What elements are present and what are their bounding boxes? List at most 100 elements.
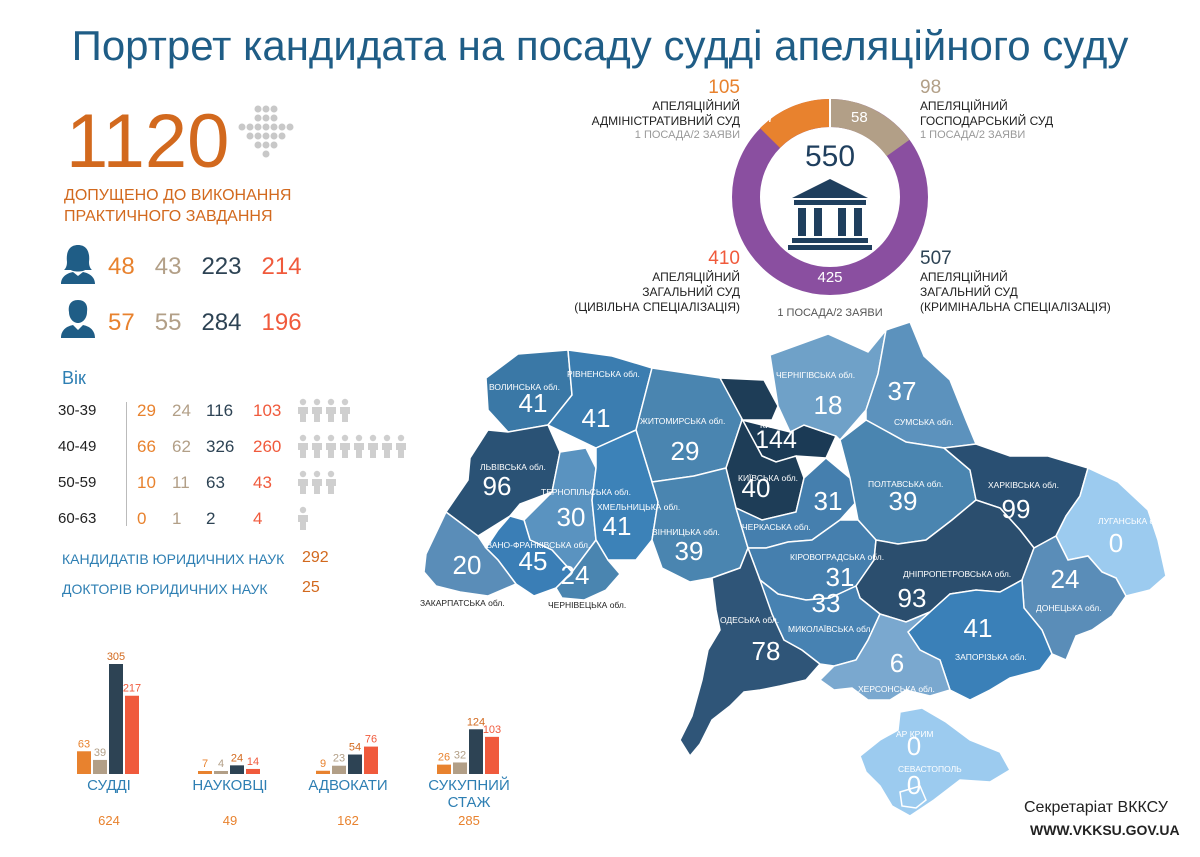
map-region-value: 40 — [742, 473, 771, 503]
bar — [230, 765, 244, 774]
court-admin-sub: 1 ПОСАДА/2 ЗАЯВИ — [634, 129, 740, 141]
age-row-value: 116 — [206, 401, 234, 420]
bar — [332, 765, 346, 774]
map-region-value: 31 — [826, 562, 855, 592]
map-region-label: ТЕРНОПІЛЬСЬКА обл. — [541, 487, 631, 497]
bar-category-label-line: СТАЖ — [447, 794, 491, 811]
map-region-label: ХЕРСОНСЬКА обл. — [858, 684, 935, 694]
age-heading: Вік — [62, 368, 86, 388]
map-region-value: 0 — [1109, 528, 1123, 558]
bar — [214, 771, 228, 774]
female-person-icon — [61, 245, 95, 284]
bar-group-total: 49 — [222, 813, 238, 828]
map-region-label: МИКОЛАЇВСЬКА обл. — [788, 624, 873, 634]
map-region — [899, 785, 927, 809]
map-region-value: 96 — [483, 471, 512, 501]
degree-candidates-value: 292 — [302, 549, 329, 566]
dot-arrow-icon — [238, 105, 294, 158]
bar-group-total: 285 — [458, 813, 480, 828]
map-region-value: 24 — [561, 560, 590, 590]
bar-value-label: 39 — [94, 747, 106, 759]
female-value-3: 223 — [201, 253, 242, 280]
map-region-value: 29 — [671, 436, 700, 466]
map-region-label: СУМСЬКА обл. — [894, 417, 954, 427]
map-region-value: 20 — [453, 550, 482, 580]
map-region-value: 78 — [752, 636, 781, 666]
admitted-number: 1120 — [66, 99, 230, 184]
court-admin-line1: АПЕЛЯЦІЙНИЙ — [652, 99, 740, 113]
court-civil-line1: АПЕЛЯЦІЙНИЙ — [652, 270, 740, 284]
age-row-value: 326 — [206, 437, 235, 456]
bar — [348, 754, 362, 774]
bar-value-label: 4 — [218, 758, 224, 770]
bar — [198, 771, 212, 774]
court-civil-line2: ЗАГАЛЬНИЙ СУД — [642, 285, 740, 299]
map-region-label: РІВНЕНСЬКА обл. — [567, 369, 640, 379]
age-row-value: 11 — [172, 473, 190, 492]
male-person-icon — [61, 300, 95, 338]
map-region-value: 33 — [812, 588, 841, 618]
court-admin-label: 105 АПЕЛЯЦІЙНИЙ АДМІНІСТРАТИВНИЙ СУД 1 П… — [570, 77, 740, 141]
bar — [109, 664, 123, 774]
bar-category-label-line: СУДДІ — [87, 777, 131, 794]
age-row-value: 63 — [206, 473, 225, 492]
bar-value-label: 305 — [107, 651, 125, 663]
age-row-value: 29 — [137, 401, 156, 420]
map-region — [859, 707, 1012, 817]
court-criminal-line2: ЗАГАЛЬНИЙ СУД — [920, 285, 1018, 299]
bar — [453, 762, 467, 774]
female-value-2: 43 — [154, 253, 182, 280]
map-region-label: ЧЕРНІГІВСЬКА обл. — [776, 370, 855, 380]
bar-category-label-line: СУКУПНИЙ — [428, 777, 510, 794]
court-civil-line3: (ЦИВІЛЬНА СПЕЦІАЛІЗАЦІЯ) — [574, 300, 740, 314]
age-row-value: 4 — [253, 509, 263, 528]
page-title: Портрет кандидата на посаду судді апеляц… — [71, 22, 1129, 69]
map-region-value: 144 — [755, 426, 797, 454]
map-region-label: ЗАКАРПАТСЬКА обл. — [420, 598, 505, 608]
bar-category-label: НАУКОВЦІ — [168, 777, 292, 794]
bar-value-label: 217 — [123, 683, 141, 695]
age-divider — [126, 402, 127, 526]
map-region-value: 99 — [1002, 494, 1031, 524]
age-row-value: 260 — [253, 437, 282, 456]
map-region-label: ЧЕРКАСЬКА обл. — [742, 522, 811, 532]
person-figures-icon — [298, 398, 350, 422]
map-region-value: 45 — [519, 546, 548, 576]
map-region — [769, 327, 888, 442]
bar — [437, 764, 451, 774]
bar-value-label: 103 — [483, 724, 501, 736]
age-row-value: 43 — [253, 473, 272, 492]
bar — [469, 729, 483, 774]
credit-website: WWW.VKKSU.GOV.UA — [1030, 822, 1180, 838]
bar-category-label-line: АДВОКАТИ — [308, 777, 388, 794]
bar-value-label: 14 — [247, 756, 259, 768]
court-commercial-total: 98 — [920, 77, 942, 98]
court-commercial-line1: АПЕЛЯЦІЙНИЙ — [920, 99, 1008, 113]
map-region-value: 39 — [889, 486, 918, 516]
map-region-value: 41 — [603, 511, 632, 541]
admitted-label-line2: ПРАКТИЧНОГО ЗАВДАННЯ — [64, 208, 273, 225]
bar-group-total: 624 — [98, 813, 120, 828]
map-region-label: ПОЛТАВСЬКА обл. — [868, 479, 943, 489]
male-value-4: 196 — [261, 309, 302, 336]
male-value-3: 284 — [201, 309, 242, 336]
map-region-value: 93 — [898, 583, 927, 613]
bar-value-label: 63 — [78, 738, 90, 750]
bar-group-total: 162 — [337, 813, 359, 828]
map-region-value: 30 — [557, 502, 586, 532]
map-region — [444, 424, 561, 537]
ring-segment-tan-value: 58 — [851, 109, 868, 126]
court-criminal-label: 507 АПЕЛЯЦІЙНИЙ ЗАГАЛЬНИЙ СУД (КРИМІНАЛЬ… — [920, 248, 1140, 315]
bar-value-label: 9 — [320, 758, 326, 770]
map-region-label: ХМЕЛЬНИЦЬКА обл. — [597, 502, 680, 512]
map-region-label: ДНІПРОПЕТРОВСЬКА обл. — [903, 569, 1011, 579]
map-region — [485, 515, 574, 597]
map-region-label: КІРОВОГРАДСЬКА обл. — [790, 552, 884, 562]
court-commercial-label: 98 АПЕЛЯЦІЙНИЙ ГОСПОДАРСЬКИЙ СУД 1 ПОСАД… — [920, 77, 1120, 141]
bar-value-label: 24 — [231, 752, 243, 764]
court-commercial-sub: 1 ПОСАДА/2 ЗАЯВИ — [920, 129, 1026, 141]
court-admin-line2: АДМІНІСТРАТИВНИЙ СУД — [591, 114, 740, 128]
credit-secretariat: Секретаріат ВККСУ — [1024, 799, 1168, 816]
map-region-label: ІВАНО-ФРАНКІВСЬКА обл. — [484, 540, 590, 550]
court-criminal-line3: (КРИМІНАЛЬНА СПЕЦІАЛІЗАЦІЯ) — [920, 300, 1111, 314]
